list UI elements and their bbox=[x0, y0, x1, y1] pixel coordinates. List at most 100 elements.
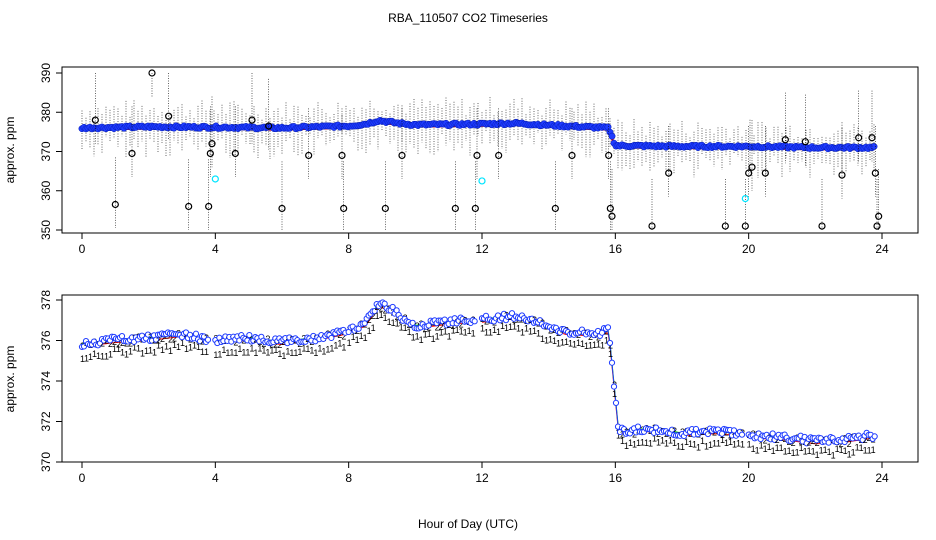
bottom-y-axis-label: approx. ppm bbox=[3, 346, 17, 413]
bottom-glyph-1: 1 bbox=[616, 430, 621, 440]
bottom-x-tick-label-4: 4 bbox=[212, 471, 219, 485]
bottom-glyph-1: 1 bbox=[632, 439, 637, 449]
bottom-glyph-1: 1 bbox=[120, 348, 125, 358]
bottom-glyph-1: 1 bbox=[516, 324, 521, 334]
bottom-glyph-1: 1 bbox=[700, 436, 705, 446]
bottom-glyph-1: 1 bbox=[783, 447, 788, 457]
bottom-glyph-1: 1 bbox=[508, 322, 513, 332]
bottom-glyph-1: 1 bbox=[851, 448, 856, 458]
bottom-mean-point bbox=[738, 431, 746, 438]
bottom-y-tick-label-374: 374 bbox=[39, 371, 53, 391]
bottom-glyph-1: 1 bbox=[763, 444, 768, 454]
top-outlier-point bbox=[91, 116, 99, 124]
bottom-glyph-1: 1 bbox=[863, 445, 868, 455]
top-y-tick-label-390: 390 bbox=[39, 63, 53, 83]
bottom-glyph-1: 1 bbox=[544, 335, 549, 345]
bottom-glyph-1: 1 bbox=[787, 446, 792, 456]
bottom-glyph-1: 1 bbox=[447, 331, 452, 341]
top-y-tick-label-350: 350 bbox=[39, 220, 53, 240]
top-outlier-point bbox=[471, 204, 479, 213]
chart-title: RBA_110507 CO2 Timeseries bbox=[388, 11, 548, 25]
bottom-glyph-1: 1 bbox=[112, 344, 117, 354]
bottom-glyph-1: 1 bbox=[720, 435, 725, 445]
bottom-glyph-2: 2 bbox=[160, 334, 165, 344]
bottom-glyph-1: 1 bbox=[367, 326, 372, 336]
bottom-glyph-2: 2 bbox=[301, 334, 306, 344]
bottom-glyph-1: 1 bbox=[556, 339, 561, 349]
bottom-glyph-1: 1 bbox=[560, 337, 565, 347]
bottom-glyph-1: 1 bbox=[811, 447, 816, 457]
bottom-glyph-1: 1 bbox=[297, 347, 302, 357]
bottom-mean-point bbox=[196, 338, 204, 345]
bottom-glyph-1: 1 bbox=[249, 344, 254, 354]
bottom-glyph-1: 1 bbox=[467, 326, 472, 336]
bottom-glyph-1: 1 bbox=[771, 446, 776, 456]
bottom-glyph-1: 1 bbox=[767, 442, 772, 452]
bottom-glyph-1: 1 bbox=[463, 327, 468, 337]
bottom-glyph-1: 1 bbox=[325, 345, 330, 355]
bottom-glyph-1: 1 bbox=[363, 333, 368, 343]
bottom-glyph-1: 1 bbox=[148, 346, 153, 356]
bottom-glyph-1: 1 bbox=[281, 351, 286, 361]
bottom-glyph-1: 1 bbox=[596, 339, 601, 349]
bottom-glyph-1: 1 bbox=[712, 438, 717, 448]
bottom-glyph-1: 1 bbox=[775, 443, 780, 453]
bottom-glyph-1: 1 bbox=[196, 342, 201, 352]
top-outlier-point bbox=[206, 149, 214, 158]
bottom-glyph-1: 1 bbox=[736, 439, 741, 449]
bottom-glyph-1: 1 bbox=[164, 341, 169, 351]
top-mean-point bbox=[608, 132, 616, 140]
bottom-glyph-1: 1 bbox=[500, 321, 505, 331]
bottom-glyph-2: 2 bbox=[791, 438, 796, 448]
bottom-plot-frame bbox=[61, 294, 919, 463]
bottom-glyph-1: 1 bbox=[648, 438, 653, 448]
bottom-mean-point bbox=[389, 303, 396, 311]
top-outlier-point bbox=[801, 138, 809, 146]
bottom-glyph-1: 1 bbox=[188, 343, 193, 353]
bottom-glyph-1: 1 bbox=[415, 332, 420, 342]
bottom-glyph-1: 1 bbox=[867, 446, 872, 456]
bottom-glyph-1: 1 bbox=[835, 444, 840, 454]
top-x-tick-label-0: 0 bbox=[79, 242, 86, 256]
bottom-glyph-1: 1 bbox=[277, 349, 282, 359]
bottom-glyph-1: 1 bbox=[728, 437, 733, 447]
bottom-glyph-2: 2 bbox=[156, 335, 161, 345]
bottom-mean-point bbox=[328, 334, 335, 342]
top-outlier-point bbox=[111, 200, 119, 209]
top-outlier-point bbox=[761, 169, 769, 177]
bottom-glyph-1: 1 bbox=[399, 323, 404, 333]
bottom-glyph-1: 1 bbox=[672, 438, 677, 448]
bottom-glyph-2: 2 bbox=[435, 323, 440, 333]
top-cyan-outlier-point bbox=[478, 177, 486, 185]
bottom-glyph-1: 1 bbox=[261, 345, 266, 355]
bottom-mean-point bbox=[118, 333, 126, 340]
bottom-glyph-2: 2 bbox=[112, 337, 117, 347]
top-x-tick-label-8: 8 bbox=[345, 242, 352, 256]
bottom-glyph-1: 1 bbox=[176, 342, 181, 352]
bottom-glyph-1: 1 bbox=[580, 339, 585, 349]
top-cyan-outlier-point bbox=[211, 175, 219, 183]
bottom-glyph-1: 1 bbox=[612, 389, 617, 399]
bottom-glyph-1: 1 bbox=[455, 325, 460, 335]
top-outlier-point bbox=[873, 222, 881, 230]
bottom-glyph-1: 1 bbox=[696, 443, 701, 453]
bottom-glyph-1: 1 bbox=[624, 441, 629, 451]
bottom-glyph-1: 1 bbox=[435, 332, 440, 342]
top-x-tick-label-4: 4 bbox=[212, 242, 219, 256]
bottom-glyph-1: 1 bbox=[660, 435, 665, 445]
bottom-glyph-1: 1 bbox=[371, 323, 376, 333]
bottom-glyph-1: 1 bbox=[305, 344, 310, 354]
bottom-glyph-1: 1 bbox=[337, 338, 342, 348]
bottom-glyph-1: 1 bbox=[351, 332, 356, 342]
top-mean-point bbox=[870, 143, 878, 150]
bottom-glyph-1: 1 bbox=[359, 331, 364, 341]
bottom-glyph-1: 1 bbox=[128, 346, 133, 356]
bottom-glyph-1: 1 bbox=[80, 354, 85, 364]
top-outlier-point bbox=[818, 222, 826, 230]
top-outlier-point bbox=[868, 134, 876, 142]
bottom-glyph-2: 2 bbox=[807, 437, 812, 447]
bottom-glyph-1: 1 bbox=[827, 447, 832, 457]
bottom-glyph-1: 1 bbox=[124, 349, 129, 359]
bottom-glyph-1: 1 bbox=[480, 323, 485, 333]
